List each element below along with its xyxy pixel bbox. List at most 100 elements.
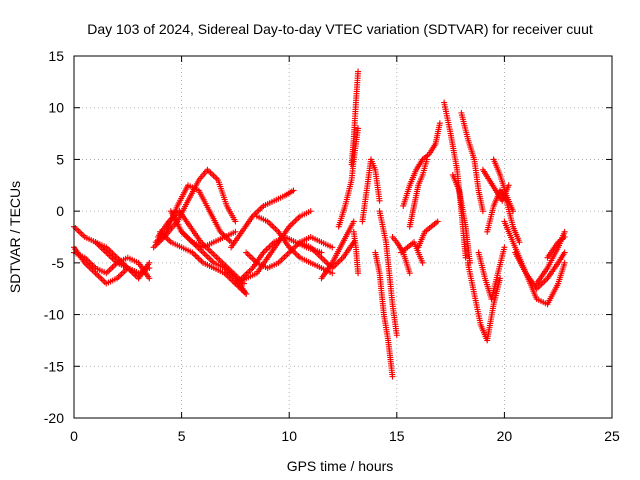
axis-ticks: 0 5 10 15 20 25 -20 -15 -10 -5 0 5 10 15 bbox=[44, 48, 620, 444]
series-track-h bbox=[157, 228, 250, 297]
data-point bbox=[109, 264, 116, 271]
data-point bbox=[232, 218, 239, 225]
data-point bbox=[267, 221, 274, 228]
data-point bbox=[261, 248, 268, 255]
data-point bbox=[406, 270, 413, 277]
series-track-ad bbox=[449, 171, 473, 266]
data-point bbox=[100, 277, 107, 284]
data-point bbox=[120, 269, 127, 276]
data-point bbox=[97, 274, 104, 281]
data-point bbox=[419, 259, 426, 266]
series-track-v bbox=[372, 249, 396, 380]
series-track-d bbox=[92, 239, 153, 282]
data-point bbox=[244, 250, 251, 257]
series-track-z bbox=[400, 120, 443, 209]
data-point bbox=[209, 171, 216, 178]
x-axis-label: GPS time / hours bbox=[287, 458, 394, 474]
data-point bbox=[77, 229, 84, 236]
data-point bbox=[318, 254, 325, 261]
data-point bbox=[246, 252, 253, 259]
data-point bbox=[78, 231, 85, 238]
series-track-s bbox=[348, 68, 362, 168]
data-point bbox=[110, 262, 117, 269]
x-tick-label: 5 bbox=[178, 428, 186, 444]
data-point bbox=[121, 267, 128, 274]
data-point bbox=[561, 259, 568, 266]
data-point bbox=[243, 249, 250, 256]
data-point bbox=[248, 266, 255, 273]
data-point bbox=[290, 187, 297, 194]
data-point bbox=[104, 268, 111, 275]
data-point bbox=[510, 208, 517, 215]
data-point bbox=[434, 218, 441, 225]
data-point bbox=[287, 222, 294, 229]
data-point bbox=[318, 249, 325, 256]
data-point bbox=[207, 248, 214, 255]
data-point bbox=[350, 218, 357, 225]
data-point bbox=[281, 253, 288, 260]
series-track-x bbox=[389, 234, 413, 277]
data-point bbox=[183, 233, 190, 240]
data-point bbox=[201, 250, 208, 257]
data-point bbox=[335, 259, 342, 266]
data-point bbox=[204, 253, 211, 260]
series-track-an bbox=[544, 234, 568, 261]
data-point bbox=[264, 245, 271, 252]
series-track-o bbox=[253, 213, 336, 277]
data-point bbox=[184, 234, 191, 241]
chart-title: Day 103 of 2024, Sidereal Day-to-day VTE… bbox=[87, 21, 593, 37]
data-point bbox=[501, 244, 508, 251]
data-point bbox=[210, 172, 217, 179]
data-points bbox=[71, 68, 568, 380]
data-point bbox=[278, 256, 285, 263]
data-point bbox=[355, 125, 362, 132]
plot-frame bbox=[73, 55, 613, 419]
data-point bbox=[211, 252, 218, 259]
y-tick-label: -10 bbox=[44, 307, 64, 323]
y-tick-label: 15 bbox=[48, 48, 64, 64]
y-tick-label: 0 bbox=[56, 203, 64, 219]
series-track-af bbox=[464, 259, 504, 344]
series-track-y bbox=[398, 239, 426, 266]
data-point bbox=[561, 228, 568, 235]
data-point bbox=[249, 255, 256, 262]
data-point bbox=[283, 252, 290, 259]
data-point bbox=[273, 227, 280, 234]
data-point bbox=[118, 270, 125, 277]
data-point bbox=[436, 120, 443, 127]
data-point bbox=[284, 250, 291, 257]
data-point bbox=[146, 275, 153, 282]
data-point bbox=[393, 332, 400, 339]
series-track-b bbox=[71, 249, 153, 282]
data-point bbox=[292, 217, 299, 224]
data-point bbox=[195, 255, 202, 262]
data-point bbox=[307, 208, 314, 215]
data-point bbox=[269, 222, 276, 229]
data-point bbox=[561, 249, 568, 256]
series-track-aa bbox=[406, 156, 430, 230]
series-track-ae bbox=[458, 109, 486, 215]
data-point bbox=[152, 242, 159, 249]
data-point bbox=[206, 255, 213, 262]
series-track-ai bbox=[484, 187, 523, 246]
data-point bbox=[255, 207, 262, 214]
x-tick-label: 20 bbox=[497, 428, 513, 444]
data-point bbox=[272, 225, 279, 232]
data-point bbox=[106, 267, 113, 274]
data-point bbox=[329, 270, 336, 277]
data-point bbox=[94, 271, 101, 278]
data-point bbox=[207, 256, 214, 263]
data-point bbox=[210, 250, 217, 257]
data-point bbox=[542, 276, 549, 283]
data-point bbox=[505, 182, 512, 189]
data-point bbox=[203, 252, 210, 259]
data-point bbox=[246, 267, 253, 274]
data-point bbox=[338, 256, 345, 263]
series-track-ab bbox=[415, 218, 441, 251]
data-point bbox=[293, 216, 300, 223]
data-point bbox=[541, 278, 548, 285]
data-point bbox=[280, 255, 287, 262]
y-tick-label: -15 bbox=[44, 358, 64, 374]
data-point bbox=[205, 246, 212, 253]
data-point bbox=[247, 253, 254, 260]
